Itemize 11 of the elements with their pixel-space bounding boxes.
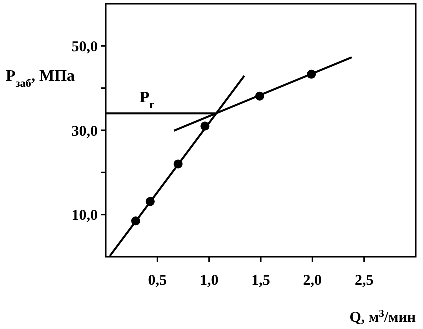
y-axis-title: P$_{заб}$, МПа (6, 68, 76, 90)
y-tick-label: 50,0 (72, 39, 98, 56)
x-tick-label: 1,0 (200, 273, 219, 289)
y-tick-label: 30,0 (72, 124, 98, 140)
x-tick-label: 0,5 (148, 273, 168, 289)
x-tick-label: 1,5 (252, 273, 270, 289)
annotation: P$_{г}$ (140, 90, 155, 112)
x-tick-label: 2,0 (303, 273, 322, 289)
x-tick-label: 2,5 (354, 273, 374, 289)
y-tick-label: 10,0 (72, 208, 98, 224)
x-axis-title: Q, м$^{3}$/мин (350, 308, 416, 326)
